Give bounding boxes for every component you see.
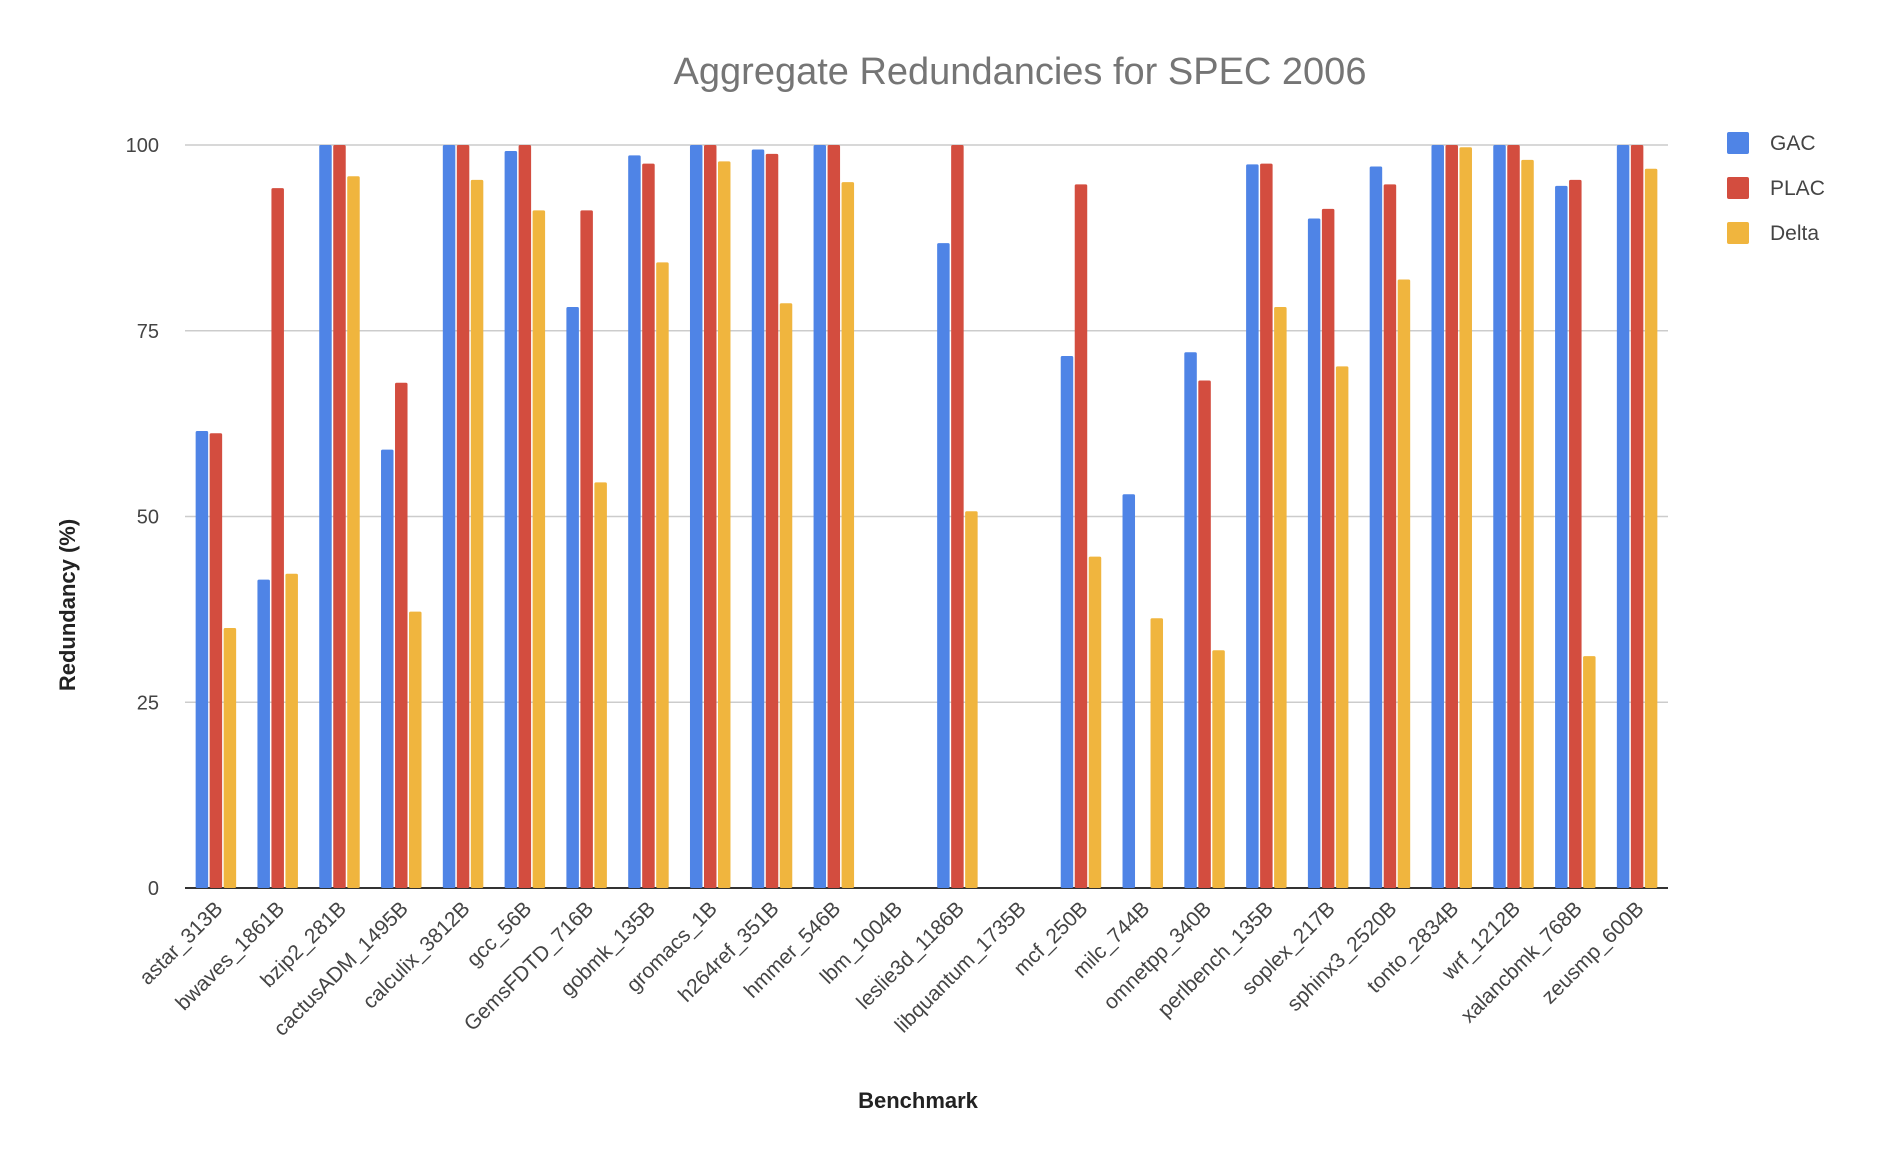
x-axis-title: Benchmark [858, 1088, 979, 1113]
bar-gac-gobmk-135b [628, 155, 641, 889]
bar-delta-sphinx3-2520b [1397, 279, 1411, 888]
bar-plac-tonto-2834b [1445, 145, 1458, 888]
bar-gac-gromacs-1b [689, 145, 703, 888]
bar-delta-zeusmp-600b [1644, 168, 1658, 888]
bar-plac-leslie3d-1186b [951, 145, 964, 888]
bar-gac-mcf-250b [1060, 356, 1074, 889]
bar-gac-gemsfdtd-716b [566, 306, 579, 888]
bar-gac-hmmer-546b [813, 145, 827, 888]
bar-delta-mcf-250b [1088, 556, 1102, 888]
bar-plac-zeusmp-600b [1630, 145, 1644, 888]
bar-gac-milc-744b [1122, 494, 1136, 888]
bar-gac-xalancbmk-768b [1555, 185, 1568, 889]
bar-plac-soplex-217b [1321, 208, 1335, 888]
bar-gac-tonto-2834b [1431, 145, 1444, 888]
y-tick-label: 25 [137, 692, 159, 714]
bar-delta-bwaves-1861b [285, 573, 298, 888]
x-tick-label: bwaves_1861B [171, 897, 289, 1015]
bar-delta-gobmk-135b [656, 262, 669, 888]
bar-delta-leslie3d-1186b [965, 511, 978, 888]
bar-gac-sphinx3-2520b [1369, 166, 1383, 888]
bar-gac-cactusadm-1495b [381, 449, 394, 888]
bar-delta-gcc-56b [532, 210, 546, 888]
bar-gac-soplex-217b [1307, 218, 1321, 888]
bar-plac-bwaves-1861b [271, 188, 284, 888]
bar-gac-perlbench-135b [1246, 164, 1259, 888]
legend-label-gac: GAC [1770, 132, 1816, 155]
y-tick-label: 100 [126, 135, 159, 157]
bar-gac-gcc-56b [504, 150, 518, 889]
bar-plac-perlbench-135b [1260, 163, 1273, 888]
bar-plac-hmmer-546b [827, 145, 841, 888]
gridlines [185, 144, 1668, 889]
bar-plac-gobmk-135b [642, 163, 655, 888]
legend-swatch-gac [1727, 132, 1749, 154]
bar-gac-bwaves-1861b [257, 579, 270, 888]
bar-delta-astar-313b [223, 627, 237, 888]
bar-delta-hmmer-546b [841, 182, 855, 888]
bar-gac-wrf-1212b [1493, 145, 1506, 888]
bar-plac-bzip2-281b [333, 145, 346, 888]
x-tick-label: omnetpp_340B [1099, 897, 1216, 1014]
bar-gac-omnetpp-340b [1184, 352, 1197, 888]
bar-plac-astar-313b [209, 433, 223, 888]
bar-plac-xalancbmk-768b [1569, 179, 1582, 888]
bar-gac-h264ref-351b [751, 149, 765, 888]
bar-delta-h264ref-351b [779, 303, 793, 888]
x-tick-label: perlbench_135B [1153, 897, 1277, 1021]
x-tick-label: calculix_3812B [358, 897, 474, 1013]
bar-plac-calculix-3812b [456, 145, 470, 888]
bar-delta-soplex-217b [1335, 366, 1349, 888]
bar-gac-leslie3d-1186b [937, 243, 950, 889]
bar-delta-bzip2-281b [347, 176, 360, 888]
legend: GAC PLAC Delta [1727, 132, 1825, 245]
legend-swatch-plac [1727, 177, 1749, 199]
bar-plac-sphinx3-2520b [1383, 184, 1397, 888]
y-tick-label: 0 [148, 878, 159, 900]
bar-plac-omnetpp-340b [1198, 380, 1211, 888]
y-tick-label: 75 [137, 321, 159, 343]
bars [195, 145, 1658, 889]
bar-delta-wrf-1212b [1521, 159, 1534, 889]
y-axis-ticks: 0 25 50 75 100 [126, 135, 159, 900]
x-axis-ticks: astar_313Bbwaves_1861Bbzip2_281BcactusAD… [135, 897, 1648, 1040]
bar-plac-cactusadm-1495b [395, 382, 408, 888]
legend-label-delta: Delta [1770, 222, 1819, 245]
bar-gac-calculix-3812b [442, 145, 456, 888]
y-tick-label: 50 [137, 507, 159, 529]
bar-delta-cactusadm-1495b [409, 611, 422, 888]
bar-plac-gcc-56b [518, 145, 532, 888]
x-tick-label: leslie3d_1186B [852, 897, 969, 1014]
bar-gac-zeusmp-600b [1616, 145, 1630, 888]
bar-plac-wrf-1212b [1507, 145, 1520, 888]
bar-delta-calculix-3812b [470, 179, 484, 888]
bar-delta-omnetpp-340b [1212, 650, 1225, 888]
y-axis-title: Redundancy (%) [55, 519, 80, 691]
bar-plac-h264ref-351b [765, 153, 779, 888]
bar-delta-perlbench-135b [1274, 306, 1287, 888]
bar-plac-mcf-250b [1074, 184, 1088, 888]
bar-delta-gemsfdtd-716b [594, 482, 607, 888]
x-tick-label: sphinx3_2520B [1283, 897, 1402, 1016]
bar-delta-xalancbmk-768b [1583, 656, 1596, 888]
bar-plac-gemsfdtd-716b [580, 210, 593, 888]
bar-gac-bzip2-281b [319, 145, 332, 888]
bar-gac-astar-313b [195, 431, 209, 888]
chart-title: Aggregate Redundancies for SPEC 2006 [674, 51, 1367, 93]
bar-delta-milc-744b [1150, 618, 1164, 888]
bar-plac-gromacs-1b [703, 145, 717, 888]
bar-delta-gromacs-1b [717, 161, 731, 888]
legend-swatch-delta [1727, 222, 1749, 244]
bar-delta-tonto-2834b [1459, 147, 1472, 888]
legend-label-plac: PLAC [1770, 177, 1825, 200]
